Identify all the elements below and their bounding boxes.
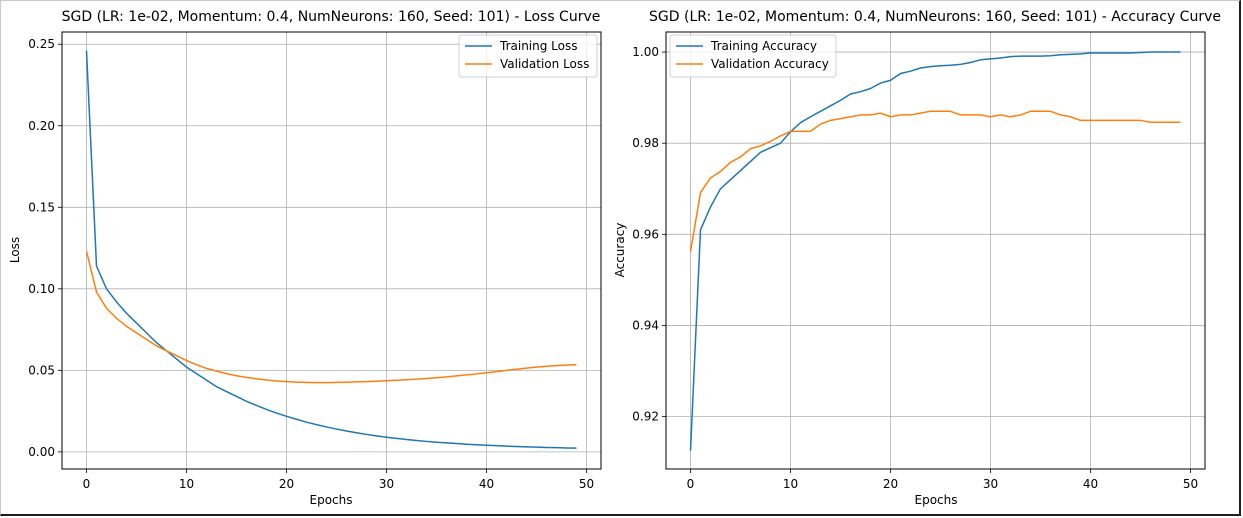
loss-legend-box bbox=[458, 34, 598, 78]
accuracy-xtick-label: 50 bbox=[1183, 477, 1198, 491]
accuracy-ytick-label: 0.94 bbox=[632, 318, 659, 332]
accuracy-legend: Training Accuracy Validation Accuracy bbox=[669, 34, 837, 78]
accuracy-ytick-label: 0.98 bbox=[632, 136, 659, 150]
loss-legend: Training Loss Validation Loss bbox=[458, 34, 598, 78]
accuracy-y-label: Accuracy bbox=[613, 223, 627, 278]
loss-xtick-label: 20 bbox=[279, 477, 294, 491]
accuracy-ticks: 0 10 20 30 40 50 0.92 0.94 0.96 0.98 1.00 bbox=[632, 45, 1198, 491]
validation-loss-line bbox=[85, 251, 577, 384]
training-loss-line bbox=[85, 50, 577, 449]
accuracy-xtick-label: 0 bbox=[687, 477, 695, 491]
accuracy-legend-box bbox=[669, 34, 837, 78]
accuracy-legend-label-validation: Validation Accuracy bbox=[711, 57, 829, 71]
loss-ytick-label: 0.05 bbox=[28, 363, 55, 377]
loss-legend-label-training: Training Loss bbox=[499, 39, 577, 53]
loss-xtick-label: 30 bbox=[379, 477, 394, 491]
validation-accuracy-line bbox=[689, 110, 1181, 252]
accuracy-xtick-label: 10 bbox=[783, 477, 798, 491]
loss-x-label: Epochs bbox=[310, 493, 353, 507]
loss-axes-frame bbox=[61, 31, 602, 470]
training-accuracy-line bbox=[689, 51, 1181, 451]
loss-ytick-label: 0.25 bbox=[28, 37, 55, 51]
loss-xtick-label: 40 bbox=[479, 477, 494, 491]
accuracy-xtick-label: 30 bbox=[983, 477, 998, 491]
accuracy-grid bbox=[666, 32, 1205, 469]
accuracy-chart-title: SGD (LR: 1e-02, Momentum: 0.4, NumNeuron… bbox=[649, 9, 1221, 25]
loss-ticks: 0 10 20 30 40 50 0.00 0.05 0.10 0.15 0.20 0.25 bbox=[28, 37, 594, 491]
accuracy-xtick-label: 20 bbox=[883, 477, 898, 491]
accuracy-xtick-label: 40 bbox=[1083, 477, 1098, 491]
loss-ytick-label: 0.20 bbox=[28, 119, 55, 133]
accuracy-legend-label-training: Training Accuracy bbox=[710, 39, 817, 53]
loss-chart-title: SGD (LR: 1e-02, Momentum: 0.4, NumNeuron… bbox=[62, 9, 601, 25]
loss-xtick-label: 50 bbox=[579, 477, 594, 491]
loss-y-label: Loss bbox=[8, 237, 22, 263]
accuracy-chart: SGD (LR: 1e-02, Momentum: 0.4, NumNeuron… bbox=[613, 9, 1221, 507]
accuracy-ytick-label: 0.96 bbox=[632, 227, 659, 241]
accuracy-series bbox=[689, 51, 1181, 451]
loss-xtick-label: 0 bbox=[83, 477, 91, 491]
accuracy-x-label: Epochs bbox=[915, 493, 958, 507]
loss-ytick-label: 0.15 bbox=[28, 200, 55, 214]
accuracy-axes-frame bbox=[665, 31, 1206, 470]
loss-chart: SGD (LR: 1e-02, Momentum: 0.4, NumNeuron… bbox=[8, 9, 602, 507]
loss-ytick-label: 0.10 bbox=[28, 282, 55, 296]
loss-xtick-label: 10 bbox=[179, 477, 194, 491]
loss-ytick-label: 0.00 bbox=[28, 445, 55, 459]
loss-grid bbox=[62, 32, 601, 469]
accuracy-ytick-label: 1.00 bbox=[632, 45, 659, 59]
loss-series bbox=[85, 50, 577, 449]
accuracy-ytick-label: 0.92 bbox=[632, 410, 659, 424]
loss-legend-label-validation: Validation Loss bbox=[500, 57, 589, 71]
